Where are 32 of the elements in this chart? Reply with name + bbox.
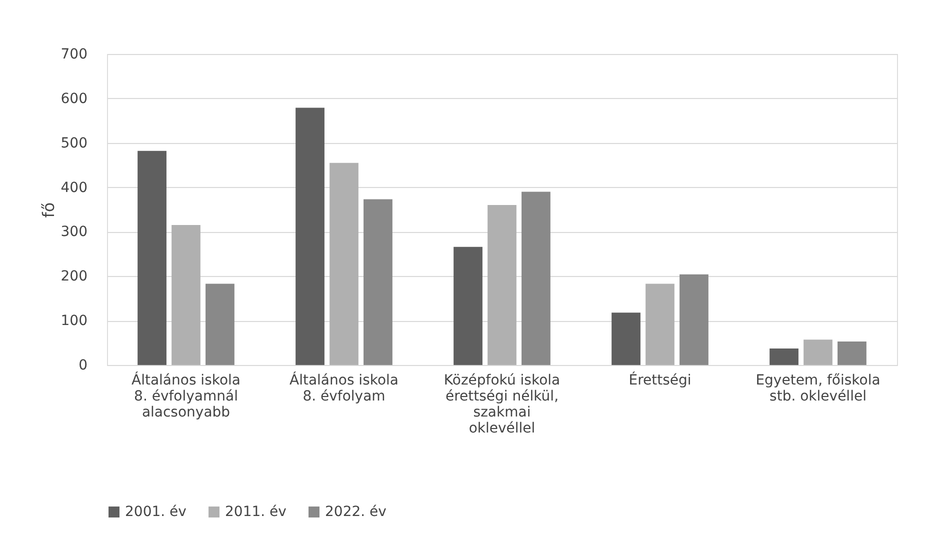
- y-tick-label: 600: [60, 90, 88, 107]
- y-tick-label: 400: [60, 180, 88, 196]
- legend-label: 2001. év: [125, 504, 186, 520]
- y-tick-label: 300: [60, 224, 88, 240]
- y-tick-label: 100: [60, 313, 88, 330]
- y-tick-label: 0: [78, 358, 88, 374]
- x-tick-label: Érettségi: [628, 372, 692, 388]
- bar: [770, 348, 798, 365]
- x-tick-label: Középfokú iskola érettségi nélkül, szakmai oklevéllel: [444, 372, 560, 436]
- bar: [680, 274, 708, 365]
- bar: [296, 108, 324, 365]
- legend-label: 2022. év: [325, 504, 386, 520]
- x-tick-label: Egyetem, főiskola stb. oklevéllel: [756, 372, 880, 404]
- bar: [522, 192, 550, 365]
- bar: [206, 284, 234, 365]
- bar: [488, 205, 516, 365]
- bar: [646, 284, 674, 365]
- legend-label: 2011. év: [225, 504, 286, 520]
- bar: [454, 246, 482, 365]
- y-axis-title: fő: [38, 202, 58, 218]
- y-tick-label: 200: [60, 268, 88, 285]
- y-tick-label: 700: [60, 46, 88, 62]
- x-tick-label: Általános iskola 8. évfolyamnál alacsonyabb: [131, 372, 241, 420]
- bar: [612, 312, 640, 365]
- bar: [330, 162, 358, 365]
- bar: [838, 341, 866, 365]
- bar: [364, 199, 392, 365]
- bar: [804, 340, 832, 365]
- bar: [172, 225, 200, 365]
- x-tick-label: Általános iskola 8. évfolyam: [289, 372, 399, 404]
- bar: [138, 150, 166, 365]
- y-tick-label: 500: [60, 135, 88, 152]
